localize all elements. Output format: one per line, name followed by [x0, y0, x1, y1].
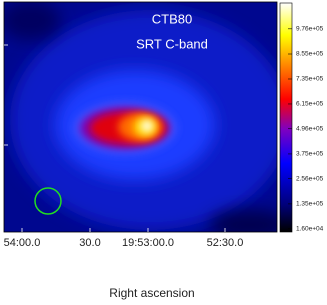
colorbar-tick-label: 8.55e+05 — [296, 51, 324, 58]
colorbar-tick-label: 9.76e+05 — [296, 26, 324, 33]
sky-map — [4, 2, 277, 232]
x-tick-label: 52:30.0 — [207, 237, 244, 249]
colorbar — [279, 2, 293, 233]
colorbar-tick-label: 1.60e+04 — [296, 225, 324, 232]
x-tick-label: 54:00.0 — [4, 237, 41, 249]
colorbar-tick-label: 6.15e+05 — [296, 101, 324, 108]
y-tick-label: 33:00:00.0 — [0, 19, 2, 71]
x-tick-label: 19:53:00.0 — [122, 237, 174, 249]
x-axis-label: Right ascension — [109, 286, 194, 300]
map-subtitle: SRT C-band — [136, 36, 208, 51]
y-tick-label: 50:00.0 — [0, 127, 2, 164]
colorbar-tick-label: 2.56e+05 — [296, 175, 324, 182]
colorbar-tick-label: 7.35e+05 — [296, 76, 324, 83]
colorbar-tick-label: 1.35e+05 — [296, 201, 324, 208]
x-tick-label: 30.0 — [79, 237, 100, 249]
beam-circle — [34, 187, 62, 215]
colorbar-tick-label: 4.96e+05 — [296, 125, 324, 132]
map-title: CTB80 — [152, 11, 192, 26]
colorbar-tick-label: 3.75e+05 — [296, 151, 324, 158]
map-frame — [3, 1, 278, 233]
